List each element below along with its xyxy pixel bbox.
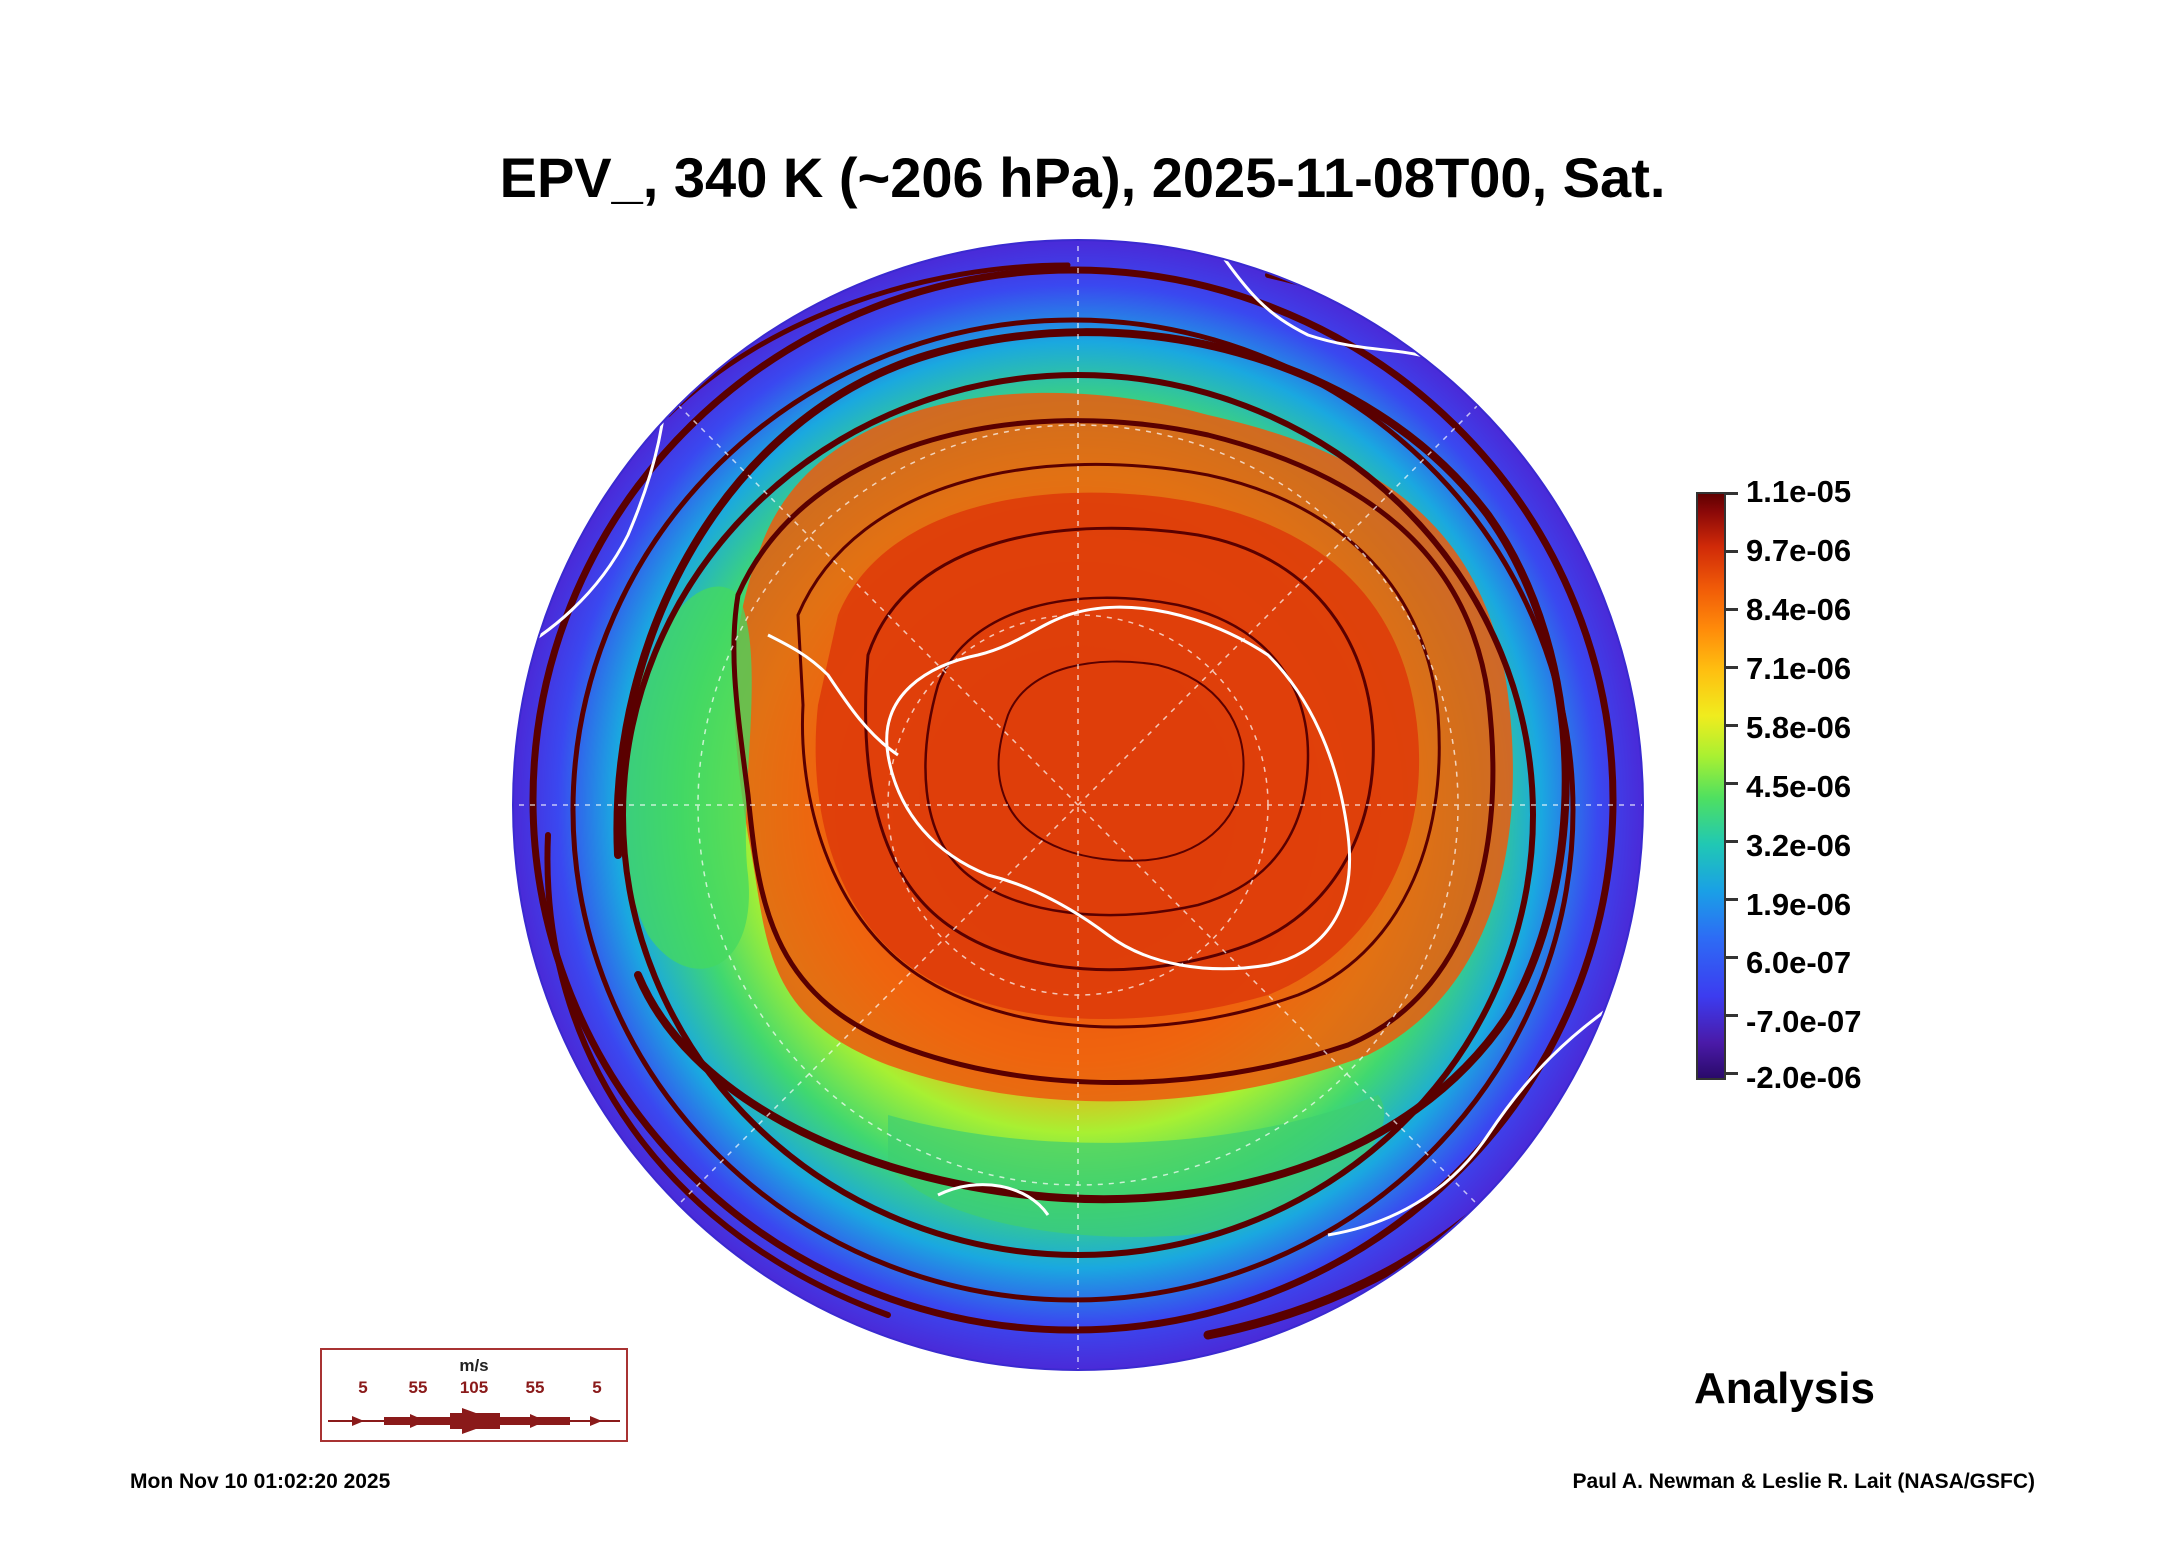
credit-line: Paul A. Newman & Leslie R. Lait (NASA/GS… (1572, 1470, 2035, 1493)
wind-key-speed: 105 (459, 1378, 489, 1397)
analysis-label: Analysis (1694, 1364, 1875, 1413)
colorbar-label: 5.8e-06 (1746, 710, 1852, 745)
colorbar-tick (1726, 782, 1738, 785)
map-edge (512, 239, 1644, 1371)
wind-key-unit: m/s (459, 1356, 489, 1375)
colorbar-label: 4.5e-06 (1746, 769, 1852, 804)
colorbar-tick (1726, 1014, 1738, 1017)
colorbar-tick (1726, 956, 1738, 959)
vortex-inner (815, 492, 1420, 1019)
antarctic-peninsula (767, 633, 899, 757)
graticule (513, 240, 1643, 1370)
colorbar-tick (1726, 666, 1738, 669)
green-patch-south (888, 1095, 1385, 1237)
wind-key-speed: 5 (358, 1378, 368, 1397)
new-zealand-coastline (937, 1183, 1050, 1216)
map-title: EPV_, 340 K (~206 hPa), 2025-11-08T00, S… (499, 146, 1666, 209)
colorbar-label: 3.2e-06 (1746, 828, 1852, 863)
colorbar-label: 9.7e-06 (1746, 533, 1852, 568)
australia-coastline (1327, 993, 1629, 1237)
colorbar-label: 1.9e-06 (1746, 887, 1852, 922)
colorbar-tick (1726, 724, 1738, 727)
colorbar-label: 1.1e-05 (1746, 474, 1852, 509)
colorbar-tick (1726, 608, 1738, 611)
colorbar-label: -7.0e-07 (1746, 1004, 1862, 1039)
colorbar-tick (1726, 492, 1738, 495)
wind-key-speed: 5 (592, 1378, 602, 1397)
wind-key-speed: 55 (408, 1378, 428, 1397)
colorbar (1696, 492, 1726, 1080)
wind-key-arrow (328, 1408, 620, 1434)
colorbar-label: 7.1e-06 (1746, 651, 1852, 686)
colorbar-label: 8.4e-06 (1746, 592, 1852, 627)
colorbar-tick (1726, 898, 1738, 901)
antarctica-coastline (885, 605, 1351, 971)
colorbar-tick (1726, 550, 1738, 553)
colorbar-label: 6.0e-07 (1746, 945, 1852, 980)
colorbar-tick (1726, 1072, 1738, 1075)
wind-speed-key: m/s 5 55 105 55 5 (320, 1348, 628, 1442)
generation-timestamp: Mon Nov 10 01:02:20 2025 (130, 1470, 391, 1493)
polar-map (512, 239, 1644, 1371)
wind-key-speed: 55 (525, 1378, 545, 1397)
colorbar-tick (1726, 840, 1738, 843)
africa-coastline (1206, 240, 1449, 367)
colorbar-label: -2.0e-06 (1746, 1060, 1862, 1095)
green-patch-west (622, 586, 752, 969)
